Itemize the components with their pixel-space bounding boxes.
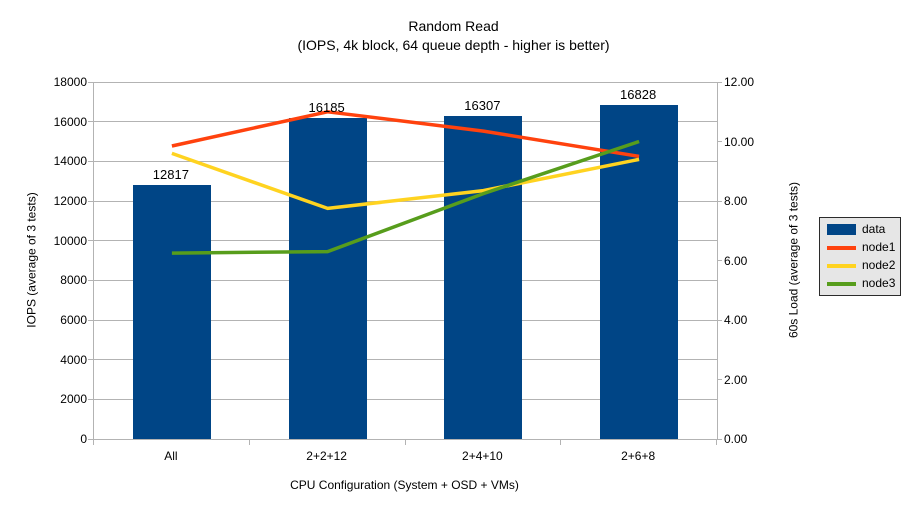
- y-axis-tick-label-left: 6000: [60, 313, 87, 327]
- y-axis-tick-label-left: 4000: [60, 352, 87, 367]
- bar-2+4+10: [444, 115, 523, 439]
- x-axis-tick-mark: [404, 440, 406, 445]
- line-layer: [171, 110, 640, 255]
- legend: data node1 node2 node3: [819, 217, 901, 296]
- line-node2: [171, 151, 640, 211]
- x-axis-tick-label: 2+4+10: [462, 449, 503, 463]
- y-axis-tick-label-right: 4.00: [724, 313, 748, 327]
- legend-swatch-data: [827, 224, 856, 235]
- gridline: [94, 81, 717, 83]
- x-axis-tick-mark: [716, 440, 717, 445]
- x-axis-tick-label: All: [164, 449, 178, 463]
- y-axis-tick-label-left: 18000: [53, 75, 87, 89]
- bar-All: [132, 184, 211, 439]
- y-axis-title-left: IOPS (average of 3 tests): [24, 192, 39, 328]
- legend-label: data: [862, 222, 886, 236]
- gridline: [94, 398, 717, 400]
- legend-item-node3: node3: [827, 277, 900, 290]
- chart-title-block: Random Read (IOPS, 4k block, 64 queue de…: [0, 17, 907, 55]
- gridline: [94, 279, 717, 281]
- legend-label: node2: [862, 258, 896, 272]
- y-axis-tick-label-left: 16000: [53, 114, 87, 129]
- y-axis-tick-mark-right: [717, 200, 722, 202]
- y-axis-tick-label-left: 2000: [60, 392, 87, 407]
- y-axis-tick-label-left: 0: [80, 432, 87, 446]
- y-axis-tick-mark-left: [88, 160, 93, 162]
- bar-value-label: 16828: [620, 87, 657, 103]
- gridline: [94, 319, 717, 321]
- gridline: [94, 240, 717, 242]
- y-axis-tick-mark-left: [88, 438, 93, 440]
- y-axis-tick-label-right: 6.00: [724, 253, 748, 268]
- y-axis-tick-mark-left: [88, 279, 93, 281]
- y-axis-tick-mark-left: [88, 398, 93, 400]
- x-axis-tick-mark: [248, 440, 250, 445]
- legend-label: node1: [862, 240, 896, 254]
- y-axis-tick-mark-left: [88, 240, 93, 242]
- y-axis-tick-label-left: 12000: [53, 194, 87, 208]
- y-axis-tick-mark-right: [717, 319, 722, 321]
- legend-swatch-node1: [827, 245, 856, 250]
- gridline: [94, 359, 717, 361]
- gridline: [94, 160, 717, 162]
- y-axis-tick-label-right: 2.00: [724, 372, 748, 387]
- legend-swatch-node2: [827, 263, 856, 268]
- bar-value-label: 16307: [464, 97, 501, 113]
- legend-item-node2: node2: [827, 259, 900, 272]
- x-axis-tick-mark: [560, 440, 562, 445]
- x-axis-title: CPU Configuration (System + OSD + VMs): [290, 478, 519, 492]
- legend-swatch-node3: [827, 281, 856, 286]
- y-axis-tick-label-left: 8000: [60, 273, 87, 288]
- y-axis-tick-mark-left: [88, 319, 93, 321]
- x-axis-tick-mark: [93, 440, 94, 445]
- y-axis-tick-label-right: 12.00: [724, 75, 755, 89]
- x-axis-tick-label: 2+2+12: [306, 449, 347, 463]
- y-axis-title-right: 60s Load (average of 3 tests): [786, 181, 801, 339]
- y-axis-tick-mark-left: [88, 81, 93, 83]
- x-axis-tick-label: 2+6+8: [621, 449, 656, 463]
- y-axis-tick-mark-right: [717, 141, 722, 142]
- line-node3: [171, 139, 640, 255]
- y-axis-tick-label-right: 0.00: [724, 432, 748, 446]
- line-node1: [171, 110, 640, 159]
- y-axis-tick-mark-right: [717, 260, 722, 261]
- bar-value-label: 12817: [152, 166, 189, 182]
- chart-title: Random Read: [408, 18, 499, 34]
- chart-subtitle: (IOPS, 4k block, 64 queue depth - higher…: [297, 37, 610, 53]
- bar-value-label: 16185: [308, 99, 345, 115]
- y-axis-tick-mark-right: [717, 379, 722, 380]
- y-axis-tick-mark-left: [88, 121, 93, 123]
- bar-2+2+12: [288, 118, 367, 439]
- legend-item-data: data: [827, 223, 900, 236]
- y-axis-tick-mark-right: [717, 438, 722, 440]
- y-axis-tick-mark-right: [717, 81, 722, 83]
- legend-item-node1: node1: [827, 241, 900, 254]
- y-axis-tick-mark-left: [88, 359, 93, 361]
- y-axis-tick-mark-left: [88, 200, 93, 202]
- y-axis-tick-label-right: 10.00: [724, 134, 755, 149]
- legend-label: node3: [862, 276, 896, 290]
- y-axis-tick-label-left: 14000: [53, 154, 87, 169]
- plot-area: [93, 81, 718, 440]
- y-axis-tick-label-left: 10000: [53, 233, 87, 248]
- y-axis-tick-label-right: 8.00: [724, 194, 748, 208]
